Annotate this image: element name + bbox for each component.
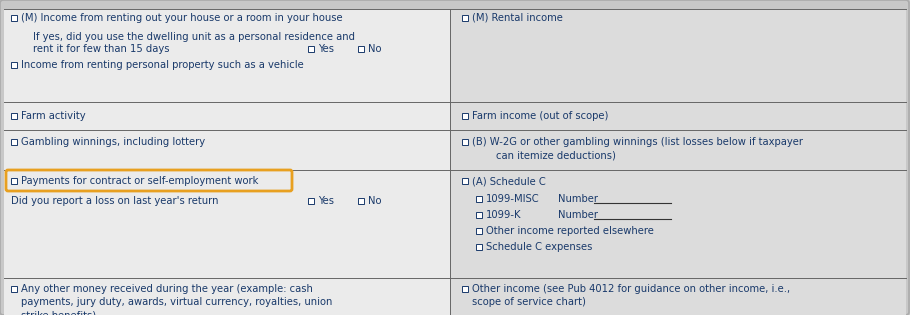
- Bar: [358, 198, 364, 204]
- Text: Number: Number: [558, 194, 598, 204]
- Text: Payments for contract or self-employment work: Payments for contract or self-employment…: [21, 176, 258, 186]
- Bar: [308, 46, 314, 52]
- Bar: [462, 178, 468, 184]
- Text: strike benefits): strike benefits): [21, 310, 96, 315]
- Bar: [11, 139, 17, 145]
- Text: Gambling winnings, including lottery: Gambling winnings, including lottery: [21, 137, 205, 147]
- Text: can itemize deductions): can itemize deductions): [496, 150, 616, 160]
- Bar: [11, 178, 17, 184]
- Text: (B) W-2G or other gambling winnings (list losses below if taxpayer: (B) W-2G or other gambling winnings (lis…: [472, 137, 803, 147]
- Bar: [462, 139, 468, 145]
- Text: 1099-K: 1099-K: [486, 210, 521, 220]
- Text: Number: Number: [558, 210, 598, 220]
- Text: 1099-MISC: 1099-MISC: [486, 194, 540, 204]
- Text: (M) Income from renting out your house or a room in your house: (M) Income from renting out your house o…: [21, 13, 343, 23]
- Text: payments, jury duty, awards, virtual currency, royalties, union: payments, jury duty, awards, virtual cur…: [21, 297, 332, 307]
- Bar: [476, 244, 482, 250]
- Text: (A) Schedule C: (A) Schedule C: [472, 176, 546, 186]
- Bar: [11, 113, 17, 119]
- Text: No: No: [368, 44, 381, 54]
- Bar: [308, 198, 314, 204]
- Bar: [476, 228, 482, 234]
- Text: Other income reported elsewhere: Other income reported elsewhere: [486, 226, 654, 236]
- Bar: [462, 113, 468, 119]
- Bar: [4, 9, 450, 315]
- Text: Did you report a loss on last year's return: Did you report a loss on last year's ret…: [11, 196, 218, 206]
- Bar: [476, 212, 482, 218]
- Text: Schedule C expenses: Schedule C expenses: [486, 242, 592, 252]
- Bar: [462, 15, 468, 21]
- Bar: [476, 196, 482, 202]
- Bar: [11, 286, 17, 292]
- Bar: [11, 62, 17, 68]
- Text: (M) Rental income: (M) Rental income: [472, 13, 563, 23]
- Bar: [462, 286, 468, 292]
- Text: If yes, did you use the dwelling unit as a personal residence and: If yes, did you use the dwelling unit as…: [33, 32, 355, 42]
- Text: Income from renting personal property such as a vehicle: Income from renting personal property su…: [21, 60, 304, 70]
- Text: No: No: [368, 196, 381, 206]
- Bar: [358, 46, 364, 52]
- Text: Farm income (out of scope): Farm income (out of scope): [472, 111, 609, 121]
- Text: Yes: Yes: [318, 44, 334, 54]
- Bar: [11, 15, 17, 21]
- Bar: [450, 9, 906, 315]
- Text: Any other money received during the year (example: cash: Any other money received during the year…: [21, 284, 313, 294]
- Text: rent it for few than 15 days: rent it for few than 15 days: [33, 44, 169, 54]
- Text: scope of service chart): scope of service chart): [472, 297, 586, 307]
- Text: Yes: Yes: [318, 196, 334, 206]
- Text: Other income (see Pub 4012 for guidance on other income, i.e.,: Other income (see Pub 4012 for guidance …: [472, 284, 790, 294]
- Text: Farm activity: Farm activity: [21, 111, 86, 121]
